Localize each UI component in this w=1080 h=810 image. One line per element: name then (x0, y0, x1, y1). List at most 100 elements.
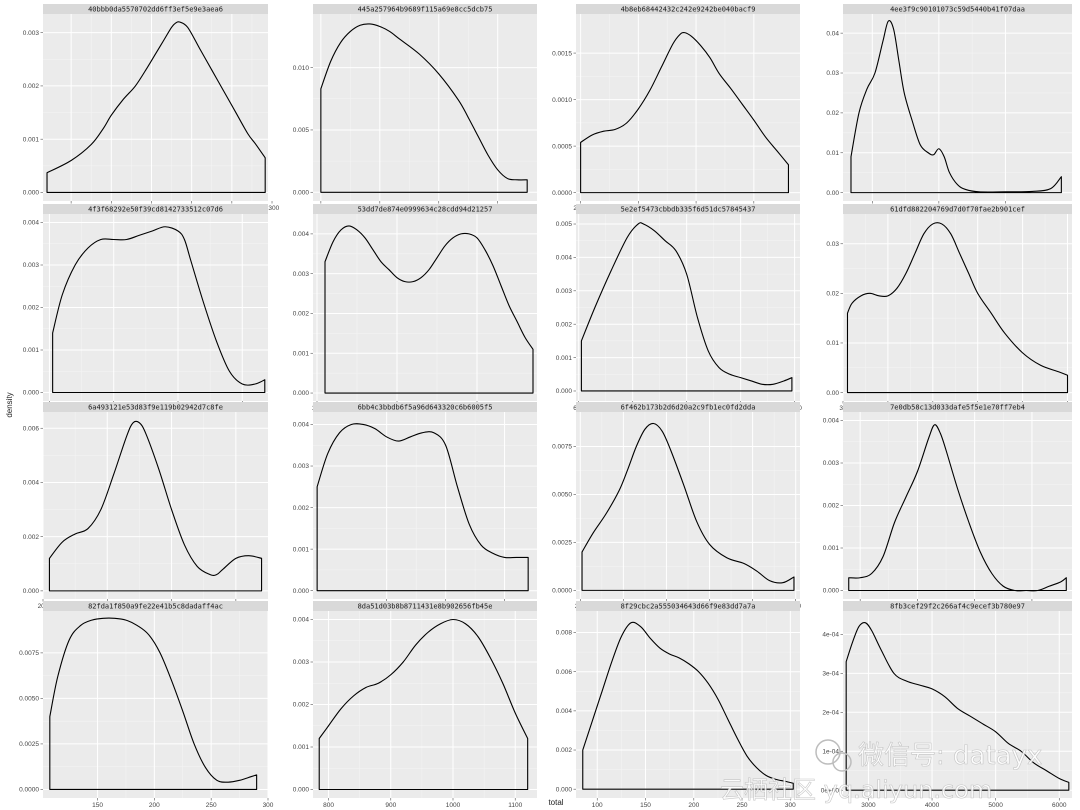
facet-panels: 40bbb0da5570702dd6ff3ef5e9e3aea6 800 900 10… (19, 4, 1072, 809)
y-tick-label: 0.010 (293, 65, 310, 72)
facet-panel: 4f3f68292e50f39cd8142733512c07d650060070… (23, 204, 268, 412)
facet-panel: 5e2ef5473cbbdb335f6d51dc5784543760070080… (556, 204, 802, 412)
x-tick-label: 200 (149, 802, 160, 809)
x-tick-label: 150 (640, 802, 651, 809)
facet-panel: 8fb3cef29f2c266af4c9ecef3b780e97 3000 4000… (821, 601, 1072, 809)
y-tick-label: 0.0075 (552, 444, 572, 451)
density-curve (324, 225, 534, 394)
density-curve (848, 424, 1067, 592)
facet-strip-label: 40bbb0da5570702dd6ff3ef5e9e3aea6 (88, 6, 223, 14)
facet-panel: 61dfd882204769d7d0f70fae2b901cef30405060… (826, 204, 1072, 412)
density-curve (320, 23, 528, 193)
x-tick-label: 200 (688, 802, 699, 809)
y-tick-label: 0.002 (556, 321, 573, 328)
facet-strip (313, 402, 537, 412)
facet-strip-label: 61dfd882204769d7d0f70fae2b901cef (890, 206, 1025, 214)
density-curve (580, 222, 793, 392)
y-tick-label: 2e-04 (822, 709, 839, 716)
y-tick-label: 0.006 (23, 425, 40, 432)
facet-strip (43, 601, 268, 611)
watermark: 微信号: datayx 云栖社区 yq.aliyun.com (720, 739, 1043, 804)
density-curve (846, 222, 1069, 394)
y-tick-label: 0.04 (826, 30, 839, 37)
y-axis-title: density (5, 392, 14, 417)
watermark-line-1: 微信号: datayx (858, 741, 1042, 771)
y-tick-label: 0.0005 (552, 143, 572, 150)
density-curve (49, 617, 258, 790)
y-tick-label: 4e-04 (822, 632, 839, 639)
facet-panel: 4b8eb68442432c242e9242be040bacf920002250… (552, 4, 800, 212)
density-curve (48, 420, 263, 592)
facet-panel: 40bbb0da5570702dd6ff3ef5e9e3aea680090010… (23, 4, 280, 212)
y-tick-label: 0.0000 (552, 588, 572, 595)
y-tick-label: 0.003 (293, 463, 310, 470)
y-tick-label: 0.01 (826, 340, 839, 347)
y-tick-label: 0.003 (23, 262, 40, 269)
x-tick-label: 1300 (265, 205, 280, 212)
y-tick-label: 3e-04 (822, 671, 839, 678)
facet-strip-label: 6bb4c3bbdb6f5a96d643320c6b6005f5 (358, 404, 493, 412)
facet-strip-label: 8fb3cef29f2c266af4c9ecef3b780e97 (890, 603, 1025, 611)
y-tick-label: 0.000 (23, 190, 40, 197)
panel-background (43, 611, 268, 798)
y-tick-label: 0.004 (23, 480, 40, 487)
facet-strip (843, 601, 1072, 611)
y-tick-label: 0.000 (293, 189, 310, 196)
facet-strip (576, 4, 800, 14)
facet-panel: 6bb4c3bbdb6f5a96d643320c6b6005f570080090… (293, 402, 537, 610)
y-tick-label: 0.0025 (19, 741, 39, 748)
density-curve (316, 423, 529, 592)
facet-strip-label: 8f29cbc2a555034643d66f9e83dd7a7a (621, 603, 756, 611)
y-tick-label: 0.004 (556, 708, 573, 715)
facet-strip (576, 601, 800, 611)
facet-panel: 4ee3f9c90101073c59d5440b41f07daa2550750.… (826, 4, 1072, 212)
facet-strip-label: 8da51d03b8b8711431e8b902656fb45e (358, 603, 493, 611)
y-tick-label: 0.001 (293, 744, 310, 751)
x-tick-label: 6000 (1052, 802, 1067, 809)
y-tick-label: 0.003 (823, 460, 840, 467)
y-tick-label: 0.001 (23, 347, 40, 354)
wechat-icon-inner (832, 752, 852, 772)
y-tick-label: 0.001 (293, 546, 310, 553)
y-tick-label: 0.003 (556, 288, 573, 295)
facet-strip-label: 6a493121e53d83f9e119b02942d7c8fe (88, 404, 223, 412)
y-tick-label: 0.003 (293, 659, 310, 666)
panel-background (576, 611, 800, 798)
density-curve (845, 621, 1070, 791)
panel-background (843, 214, 1072, 401)
x-tick-label: 250 (737, 802, 748, 809)
y-tick-label: 0.0075 (19, 650, 39, 657)
facet-strip (576, 402, 800, 412)
facet-strip (843, 402, 1072, 412)
y-tick-label: 0.000 (293, 787, 310, 794)
y-tick-label: 0.004 (293, 231, 310, 238)
facet-strip (313, 4, 537, 14)
facet-strip-label: 82fda1f850a9fe22e41b5c8dadaff4ac (88, 603, 223, 611)
facet-strip-label: 4ee3f9c90101073c59d5440b41f07daa (890, 6, 1025, 14)
y-tick-label: 0.000 (293, 588, 310, 595)
y-tick-label: 0.000 (293, 390, 310, 397)
y-tick-label: 0.002 (293, 505, 310, 512)
facet-panel: 53dd7de874e0999634c28cdd94d2125710020030… (293, 204, 537, 412)
x-tick-label: 1000 (446, 802, 461, 809)
x-tick-label: 100 (592, 802, 603, 809)
facet-panel: 6f462b173b2d6d20a2c9fb1ec0fd2dda25030035… (552, 402, 801, 610)
y-tick-label: 0.004 (23, 220, 40, 227)
facet-strip (43, 204, 268, 214)
y-tick-label: 0.02 (826, 110, 839, 117)
y-tick-label: 0.03 (826, 241, 839, 248)
y-tick-label: 0.003 (293, 271, 310, 278)
panel-background (313, 214, 537, 401)
facet-strip (43, 4, 268, 14)
panel-background (43, 14, 268, 201)
facet-strip-label: 53dd7de874e0999634c28cdd94d21257 (358, 206, 493, 214)
facet-panel: 445a257964b9689f115a69e8cc5dcb7515018021… (293, 4, 537, 212)
y-tick-label: 0.00 (826, 390, 839, 397)
x-tick-label: 3000 (861, 802, 876, 809)
y-tick-label: 0.000 (556, 786, 573, 793)
y-tick-label: 0.03 (826, 70, 839, 77)
y-tick-label: 0.002 (23, 534, 40, 541)
facet-strip-label: 7e0db58c13d033dafe5f5e1e70ff7eb4 (890, 404, 1025, 412)
facet-strip (313, 204, 537, 214)
